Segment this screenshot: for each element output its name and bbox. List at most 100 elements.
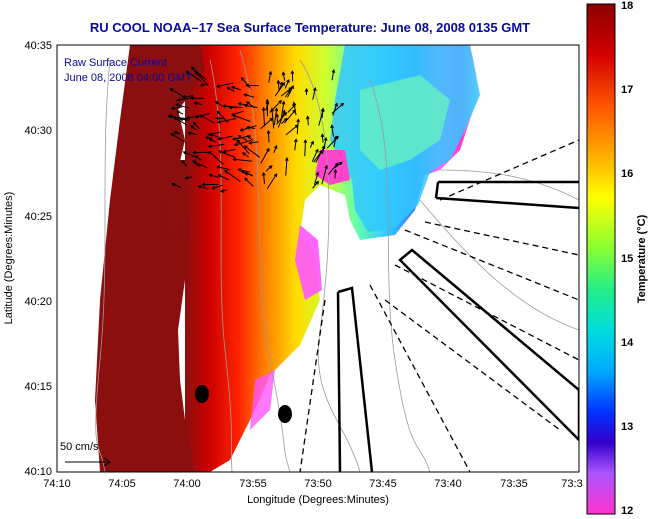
- current-vector: [190, 125, 197, 131]
- colorbar-tick-label: 13: [621, 421, 633, 433]
- current-vector: [208, 150, 224, 165]
- station-dot-1: [195, 385, 209, 403]
- current-vector-head: [199, 83, 204, 87]
- y-tick-label: 40:15: [24, 381, 52, 393]
- current-vector-head: [288, 87, 293, 91]
- current-vector-head: [246, 134, 251, 139]
- current-vector-head: [190, 66, 195, 71]
- current-vector: [171, 183, 181, 189]
- current-vector-head: [313, 86, 317, 92]
- overlay-current-label: Raw Surface Current: [64, 57, 167, 69]
- current-vector-head: [239, 127, 244, 132]
- current-vector: [215, 117, 225, 120]
- current-vector: [247, 126, 256, 129]
- current-vector: [194, 102, 202, 106]
- current-vector-head: [237, 168, 242, 172]
- current-vector-head: [170, 106, 175, 111]
- current-vector-head: [246, 125, 251, 130]
- map-title: RU COOL NOAA–17 Sea Surface Temperature:…: [89, 20, 531, 35]
- current-vector-head: [283, 117, 288, 122]
- current-vector: [209, 174, 219, 178]
- current-vector-head: [219, 189, 225, 193]
- current-vector: [207, 131, 221, 136]
- current-vector: [243, 93, 255, 98]
- x-tick-label: 74:05: [108, 478, 136, 490]
- current-vector: [331, 125, 334, 137]
- current-vector-head: [193, 161, 198, 165]
- current-vector: [209, 138, 217, 143]
- current-vector: [246, 101, 255, 109]
- current-vector: [304, 140, 306, 157]
- current-vector: [274, 82, 285, 97]
- current-vector-head: [171, 182, 176, 187]
- current-vector: [281, 118, 288, 124]
- current-vector: [186, 115, 199, 119]
- current-vector: [263, 172, 265, 184]
- current-vector: [171, 133, 185, 143]
- colorbar-tick-label: 14: [621, 337, 634, 349]
- current-vector: [263, 107, 265, 127]
- current-vector: [215, 101, 223, 107]
- current-vector-head: [265, 100, 270, 105]
- current-vector-head: [201, 182, 206, 187]
- colorbar-tick-label: 17: [621, 84, 633, 96]
- current-vector: [193, 122, 200, 130]
- current-vector-head: [266, 147, 270, 152]
- current-vector: [170, 88, 185, 98]
- current-vector-head: [275, 113, 279, 118]
- colorbar-tick-label: 18: [621, 0, 633, 12]
- survey-transect-boxes: [336, 180, 579, 472]
- current-vector: [277, 80, 280, 91]
- current-vector-head: [231, 137, 237, 141]
- current-vector-head: [324, 164, 328, 169]
- current-vector-head: [333, 135, 338, 140]
- x-tick-label: 73:50: [304, 478, 332, 490]
- current-vector: [267, 130, 270, 143]
- current-vector-head: [290, 85, 294, 90]
- current-vector-head: [222, 149, 227, 154]
- current-vector: [216, 82, 234, 88]
- x-tick-label: 74:00: [173, 478, 201, 490]
- current-vector-head: [217, 136, 222, 141]
- current-vector: [193, 161, 208, 169]
- current-vector: [312, 181, 319, 189]
- current-vector-head: [281, 71, 286, 76]
- current-vector: [268, 71, 272, 83]
- current-vector-head: [333, 168, 338, 173]
- x-axis-label: Longitude (Degrees:Minutes): [247, 494, 389, 506]
- current-vector-head: [230, 112, 235, 116]
- current-vector-head: [224, 170, 228, 174]
- current-vector-head: [340, 102, 345, 107]
- current-vector-head: [241, 152, 246, 156]
- current-vector: [265, 101, 269, 111]
- current-vector: [242, 152, 249, 158]
- current-vector: [198, 185, 208, 189]
- current-vector: [191, 66, 208, 81]
- overlay-current-time: June 08, 2008 04:00 GMT: [64, 72, 192, 84]
- current-vector: [334, 161, 343, 169]
- current-vector: [311, 149, 319, 162]
- current-vector-head: [292, 103, 296, 108]
- current-vector-head: [193, 101, 198, 106]
- current-vector: [208, 143, 225, 148]
- current-vector: [313, 150, 323, 163]
- current-vector: [224, 170, 241, 182]
- current-vector: [287, 104, 296, 113]
- current-vector-head: [176, 98, 181, 102]
- current-vector: [210, 133, 219, 138]
- y-tick-label: 40:10: [24, 466, 52, 478]
- current-vector: [318, 108, 324, 126]
- current-vector: [183, 151, 202, 161]
- current-vector: [218, 150, 236, 158]
- current-vector: [312, 87, 316, 100]
- current-vector-head: [169, 88, 174, 92]
- current-vector-head: [184, 176, 189, 180]
- current-vector-head: [283, 111, 288, 116]
- current-vector: [176, 103, 190, 109]
- current-vector: [276, 114, 279, 123]
- current-vector-head: [192, 121, 197, 126]
- current-vector-head: [222, 104, 227, 109]
- current-vector-head: [208, 138, 213, 142]
- current-vector-head: [197, 185, 202, 189]
- current-vector-head: [315, 171, 320, 176]
